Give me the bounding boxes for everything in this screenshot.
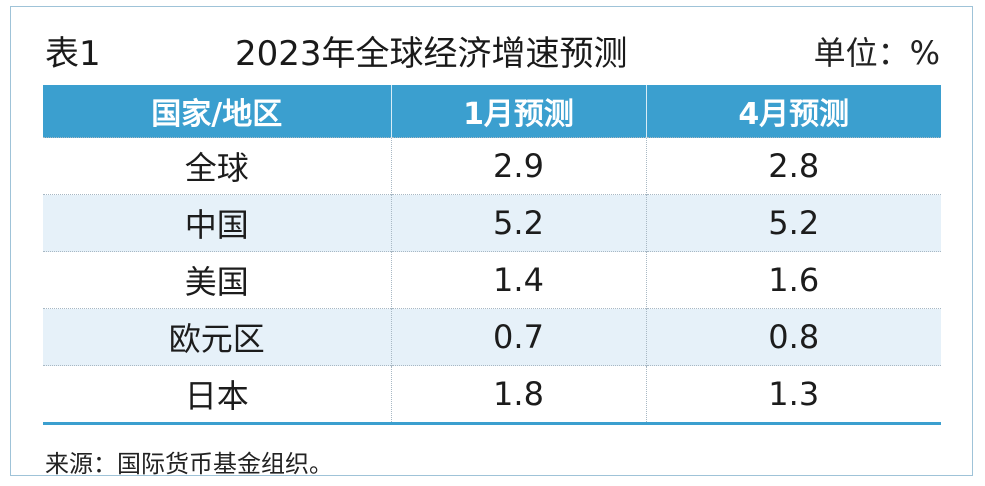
cell-region: 欧元区 xyxy=(43,308,391,366)
header-region: 国家/地区 xyxy=(43,85,391,138)
cell-region: 全球 xyxy=(43,137,391,195)
table-row: 美国 1.4 1.6 xyxy=(43,251,941,309)
table-title-row: 表1 2023年全球经济增速预测 单位：% xyxy=(45,20,940,78)
header-jan-forecast: 1月预测 xyxy=(390,85,646,138)
cell-apr: 2.8 xyxy=(645,137,941,195)
cell-jan: 0.7 xyxy=(390,308,646,366)
table-row: 全球 2.9 2.8 xyxy=(43,137,941,195)
cell-apr: 5.2 xyxy=(645,194,941,252)
source-note: 来源：国际货币基金组织。 xyxy=(45,450,333,478)
cell-apr: 0.8 xyxy=(645,308,941,366)
table-number: 表1 xyxy=(45,34,101,74)
table-header-row: 国家/地区 1月预测 4月预测 xyxy=(43,85,941,138)
cell-region: 日本 xyxy=(43,365,391,425)
cell-region: 美国 xyxy=(43,251,391,309)
cell-apr: 1.3 xyxy=(645,365,941,425)
header-apr-forecast: 4月预测 xyxy=(645,85,941,138)
cell-region: 中国 xyxy=(43,194,391,252)
table-row: 欧元区 0.7 0.8 xyxy=(43,308,941,366)
document-frame xyxy=(10,6,973,476)
cell-jan: 5.2 xyxy=(390,194,646,252)
cell-jan: 2.9 xyxy=(390,137,646,195)
unit-label: 单位：% xyxy=(813,34,940,72)
table-row: 中国 5.2 5.2 xyxy=(43,194,941,252)
table-row: 日本 1.8 1.3 xyxy=(43,365,941,425)
forecast-table: 国家/地区 1月预测 4月预测 全球 2.9 2.8 中国 5.2 5.2 美国… xyxy=(43,85,941,425)
table-title: 2023年全球经济增速预测 xyxy=(235,34,628,74)
cell-jan: 1.4 xyxy=(390,251,646,309)
cell-jan: 1.8 xyxy=(390,365,646,425)
cell-apr: 1.6 xyxy=(645,251,941,309)
